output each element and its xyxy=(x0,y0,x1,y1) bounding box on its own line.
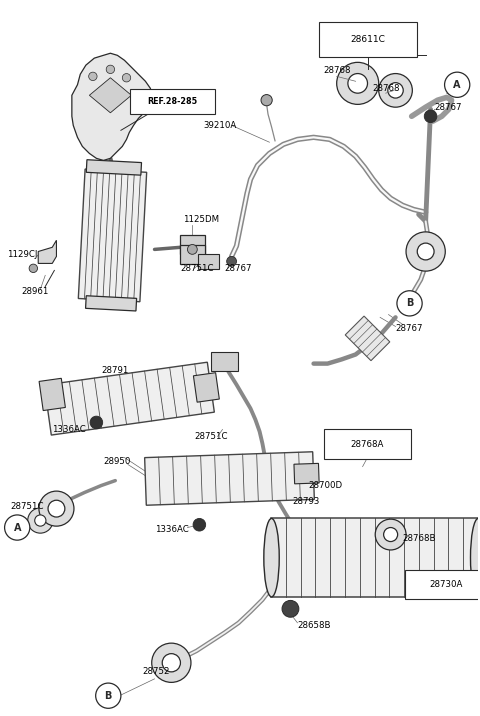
Circle shape xyxy=(406,232,445,271)
Text: 28700D: 28700D xyxy=(309,481,343,490)
Text: 39210A: 39210A xyxy=(204,121,237,130)
Circle shape xyxy=(29,264,37,273)
Text: 28791: 28791 xyxy=(101,366,129,375)
Circle shape xyxy=(39,491,74,526)
Text: 28793: 28793 xyxy=(292,497,320,506)
Text: 28768A: 28768A xyxy=(351,440,384,449)
Ellipse shape xyxy=(470,518,480,597)
Circle shape xyxy=(384,528,397,541)
Circle shape xyxy=(424,110,437,122)
Circle shape xyxy=(261,95,272,106)
Text: 1129CJ: 1129CJ xyxy=(7,250,38,258)
Text: 28658B: 28658B xyxy=(298,621,331,630)
Text: 28950: 28950 xyxy=(103,458,131,466)
Polygon shape xyxy=(211,352,238,372)
Text: 28961: 28961 xyxy=(22,287,49,296)
Circle shape xyxy=(188,244,197,254)
Circle shape xyxy=(227,256,237,266)
FancyBboxPatch shape xyxy=(405,570,480,599)
Circle shape xyxy=(417,243,434,260)
Text: 28611C: 28611C xyxy=(350,35,385,44)
Text: B: B xyxy=(406,299,413,309)
Circle shape xyxy=(193,518,205,531)
Circle shape xyxy=(162,654,180,672)
Text: 28730A: 28730A xyxy=(429,580,463,589)
Text: 28768B: 28768B xyxy=(403,534,436,543)
Circle shape xyxy=(282,601,299,617)
Circle shape xyxy=(348,74,368,93)
Ellipse shape xyxy=(264,518,279,597)
Text: 28751C: 28751C xyxy=(180,263,214,273)
Text: REF.28-285: REF.28-285 xyxy=(148,97,198,106)
Polygon shape xyxy=(72,53,153,160)
Text: 28751C: 28751C xyxy=(194,432,228,441)
Circle shape xyxy=(89,72,97,81)
Circle shape xyxy=(375,519,406,550)
Polygon shape xyxy=(198,253,219,269)
Polygon shape xyxy=(86,160,142,175)
Text: 28752: 28752 xyxy=(142,667,169,677)
Text: 1336AC: 1336AC xyxy=(52,425,86,434)
Polygon shape xyxy=(193,373,219,402)
Circle shape xyxy=(122,74,131,82)
FancyBboxPatch shape xyxy=(130,89,216,114)
Polygon shape xyxy=(85,296,137,311)
Circle shape xyxy=(152,643,191,682)
Polygon shape xyxy=(294,463,319,484)
Text: 1336AC: 1336AC xyxy=(155,525,188,534)
Polygon shape xyxy=(89,78,132,113)
Circle shape xyxy=(28,508,53,533)
Polygon shape xyxy=(180,235,204,254)
Circle shape xyxy=(336,62,379,105)
Text: B: B xyxy=(105,691,112,701)
Circle shape xyxy=(388,82,403,98)
Text: 28767: 28767 xyxy=(435,102,462,112)
Circle shape xyxy=(35,515,46,526)
Text: 28767: 28767 xyxy=(396,324,423,333)
Circle shape xyxy=(96,683,121,708)
Circle shape xyxy=(379,74,412,107)
Polygon shape xyxy=(271,518,478,597)
Circle shape xyxy=(90,416,103,429)
Text: 28767: 28767 xyxy=(225,263,252,273)
Text: A: A xyxy=(454,79,461,90)
Polygon shape xyxy=(180,244,204,264)
Circle shape xyxy=(106,65,115,74)
Polygon shape xyxy=(39,378,65,410)
Circle shape xyxy=(397,291,422,316)
Circle shape xyxy=(444,72,470,97)
Text: A: A xyxy=(13,523,21,533)
FancyBboxPatch shape xyxy=(324,430,411,459)
Polygon shape xyxy=(44,362,215,435)
Text: 28768: 28768 xyxy=(372,84,399,93)
Polygon shape xyxy=(345,316,390,361)
Text: 28751C: 28751C xyxy=(10,502,44,511)
Polygon shape xyxy=(78,169,147,301)
Polygon shape xyxy=(38,241,57,263)
FancyBboxPatch shape xyxy=(319,22,417,57)
Text: 1125DM: 1125DM xyxy=(182,215,219,224)
Text: 28768: 28768 xyxy=(323,67,350,75)
Circle shape xyxy=(48,500,65,517)
Polygon shape xyxy=(144,452,314,505)
Circle shape xyxy=(5,515,30,540)
